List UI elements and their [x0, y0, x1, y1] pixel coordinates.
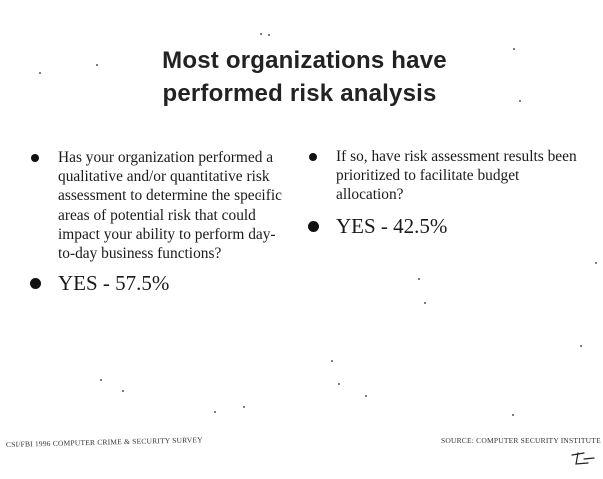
scan-speck	[268, 34, 270, 36]
scan-speck	[260, 33, 262, 35]
scan-speck	[100, 379, 102, 381]
right-question-item: If so, have risk assessment results been…	[308, 147, 588, 205]
scan-speck	[243, 406, 245, 408]
scan-speck	[259, 195, 261, 197]
scan-speck	[122, 390, 124, 392]
right-question-text: If so, have risk assessment results been…	[336, 148, 577, 204]
bullet-icon	[308, 220, 319, 232]
footer-survey-credit: CSI/FBI 1996 COMPUTER CRIME & SECURITY S…	[5, 435, 203, 449]
right-column: If so, have risk assessment results been…	[308, 147, 588, 239]
scan-speck	[519, 100, 521, 102]
right-answer-item: YES - 42.5%	[308, 213, 588, 239]
scan-speck	[365, 395, 367, 397]
bullet-icon	[31, 154, 39, 162]
bullet-icon	[30, 278, 41, 290]
left-answer-item: YES - 57.5%	[30, 270, 292, 296]
left-question-text: Has your organization performed a qualit…	[58, 149, 282, 263]
scan-speck	[513, 48, 515, 50]
slide-title-line-2: performed risk analysis	[162, 80, 437, 107]
scan-speck	[338, 383, 340, 385]
scan-speck	[39, 72, 41, 74]
scan-speck	[96, 64, 98, 66]
slide-title: Most organizations have performed risk a…	[0, 44, 603, 110]
scan-speck	[580, 345, 582, 347]
footer-source-credit: SOURCE: COMPUTER SECURITY INSTITUTE	[441, 436, 601, 445]
scan-speck	[512, 414, 514, 416]
slide-title-line-1: Most organizations have	[162, 47, 447, 74]
scan-speck	[214, 411, 216, 413]
left-column: Has your organization performed a qualit…	[30, 148, 292, 296]
left-question-item: Has your organization performed a qualit…	[30, 148, 292, 263]
right-answer-text: YES - 42.5%	[336, 213, 448, 238]
scan-speck	[595, 262, 597, 264]
bullet-icon	[309, 153, 317, 161]
handwritten-mark-icon	[571, 452, 595, 465]
scan-speck	[418, 278, 420, 280]
scan-speck	[331, 360, 333, 362]
scan-speck	[424, 302, 426, 304]
left-answer-text: YES - 57.5%	[58, 271, 170, 296]
